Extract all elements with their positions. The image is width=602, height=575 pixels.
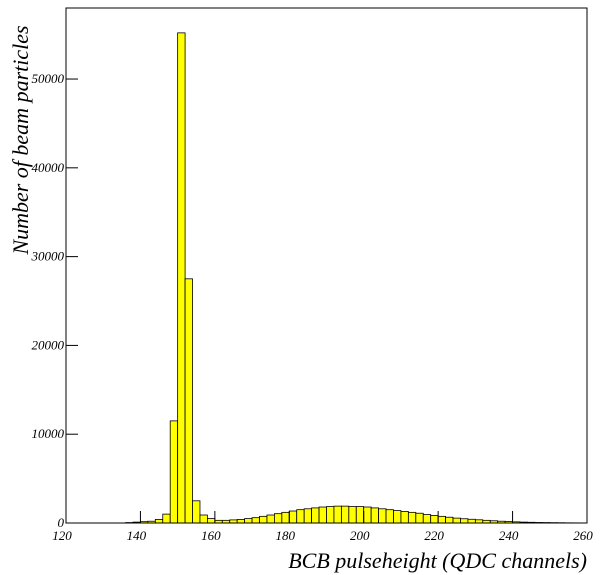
x-tick-label: 180 [276, 528, 296, 543]
histogram-bar [333, 505, 342, 524]
histogram-bar [460, 518, 469, 524]
histogram-bar [385, 509, 394, 524]
histogram-bar [430, 515, 439, 524]
histogram-bar [162, 513, 171, 524]
histogram-bar [407, 511, 417, 524]
histogram-bar [303, 508, 313, 524]
y-tick-label: 40000 [32, 160, 65, 175]
histogram-bar [273, 513, 283, 524]
histogram-bar [192, 500, 201, 524]
histogram-bar [296, 509, 305, 524]
histogram-bar [363, 506, 372, 524]
x-tick-label: 260 [573, 528, 593, 543]
x-tick-label: 120 [52, 528, 72, 543]
histogram-bar [445, 516, 454, 524]
histogram-bar [259, 515, 268, 524]
histogram-bar [311, 507, 320, 524]
histogram-bar [184, 278, 193, 524]
histogram-bar [251, 517, 260, 524]
histogram-bar [340, 505, 350, 524]
x-tick-label: 220 [424, 528, 444, 543]
histogram-bar [452, 517, 461, 524]
y-tick-label: 30000 [31, 249, 65, 264]
y-axis-label: Number of beam particles [8, 25, 33, 255]
histogram-bar [207, 518, 216, 524]
histogram-bar [393, 510, 402, 524]
histogram-bar [199, 514, 208, 524]
x-axis-label: BCB pulseheight (QDC channels) [288, 548, 587, 573]
x-tick-label: 200 [350, 528, 370, 543]
x-tick-label: 240 [499, 528, 519, 543]
histogram-bar [400, 511, 409, 524]
histogram-bar [266, 514, 275, 524]
histogram-bar [326, 506, 335, 524]
y-tick-label: 0 [58, 515, 65, 530]
histogram-bar [437, 515, 446, 524]
histogram-bar [154, 519, 164, 524]
histogram-bar [467, 518, 476, 524]
y-tick-label: 50000 [32, 71, 65, 86]
histogram-bar [236, 519, 246, 524]
histogram-bar [355, 506, 365, 524]
histogram-bar [244, 518, 253, 524]
histogram-bar [415, 512, 424, 524]
y-tick-label: 20000 [32, 337, 65, 352]
y-tick-label: 10000 [32, 426, 65, 441]
histogram-bar [169, 420, 179, 524]
histogram-bar [288, 510, 298, 524]
histogram-bar [370, 507, 379, 524]
x-tick-label: 140 [127, 528, 147, 543]
histogram-bar [177, 32, 186, 524]
histogram-bar [422, 514, 432, 524]
histogram-bar [348, 506, 357, 524]
histogram-bar [378, 508, 387, 524]
histogram-bar [318, 506, 327, 524]
x-tick-label: 160 [201, 528, 221, 543]
histogram-bar [281, 511, 290, 524]
plot-frame [65, 7, 588, 524]
